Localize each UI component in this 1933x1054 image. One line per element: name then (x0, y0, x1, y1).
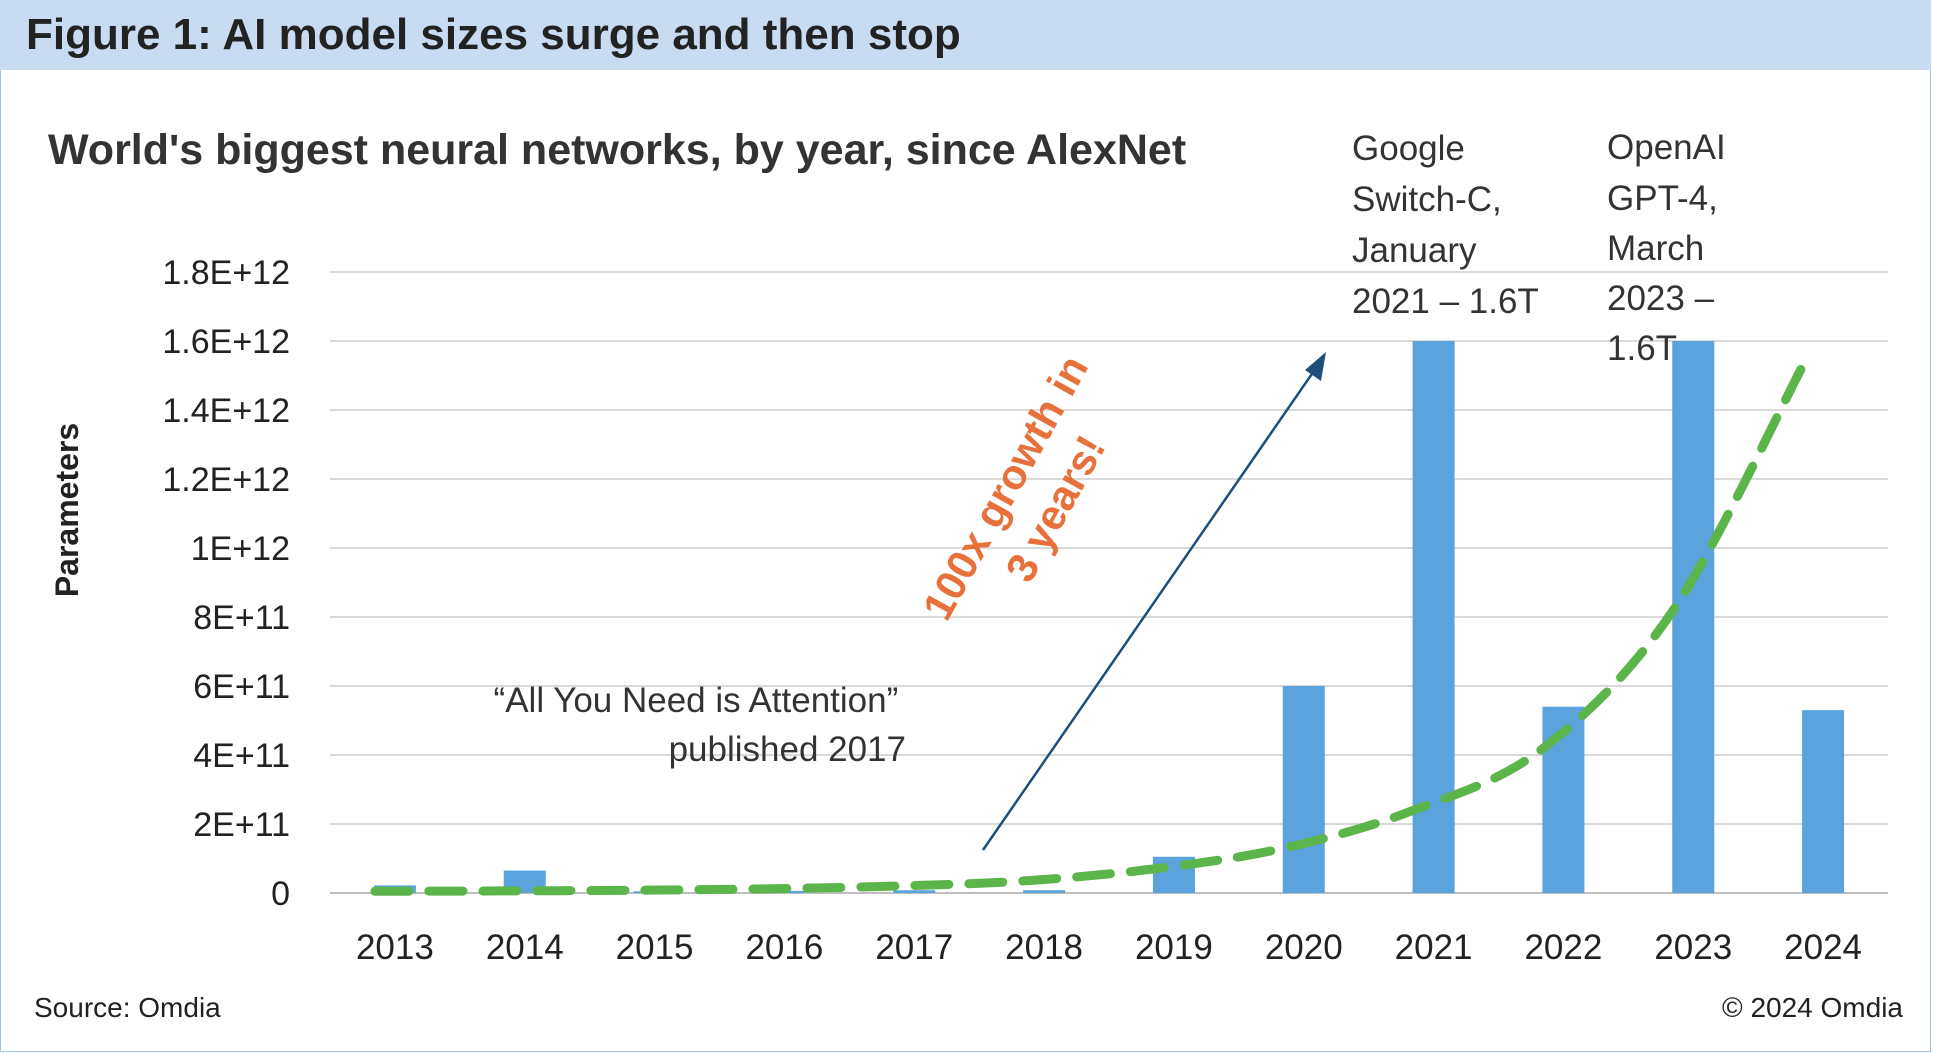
x-tick-label: 2023 (1654, 928, 1732, 967)
x-tick-label: 2015 (616, 928, 694, 967)
copyright-note: © 2024 Omdia (1722, 992, 1903, 1023)
y-tick-label: 0 (271, 875, 290, 913)
arrow-shaft (981, 367, 1318, 851)
y-tick-label: 1.8E+12 (162, 254, 290, 292)
x-tick-label: 2019 (1135, 928, 1213, 967)
bar (1023, 890, 1066, 893)
y-tick-label: 2E+11 (193, 806, 290, 844)
x-tick-label: 2013 (356, 928, 434, 967)
attention-annotation: “All You Need is Attention” published 20… (494, 681, 908, 769)
switch-c-line-1: Google (1352, 129, 1465, 168)
bar (1282, 686, 1325, 893)
gpt4-annotation: OpenAI GPT-4, March 2023 – 1.6T (1607, 128, 1735, 368)
gpt4-line-3: March (1607, 229, 1704, 268)
x-tick-label: 2022 (1524, 928, 1602, 967)
chart-title: World's biggest neural networks, by year… (48, 126, 1186, 174)
switch-c-line-4: 2021 – 1.6T (1352, 282, 1539, 321)
bar (1672, 341, 1715, 893)
y-tick-label: 1E+12 (191, 530, 290, 568)
arrow-head (1305, 352, 1326, 381)
trend-line (370, 360, 1808, 896)
x-tick-label: 2024 (1784, 928, 1862, 967)
x-tick-label: 2018 (1005, 928, 1083, 967)
x-tick-label: 2017 (875, 928, 953, 967)
figure-title: Figure 1: AI model sizes surge and then … (26, 10, 961, 59)
source-note: Source: Omdia (34, 992, 221, 1023)
y-tick-label: 6E+11 (193, 668, 290, 706)
x-tick-label: 2016 (745, 928, 823, 967)
y-tick-label: 1.4E+12 (162, 392, 290, 430)
attention-line-2: published 2017 (669, 730, 906, 769)
y-axis-label: Parameters (49, 423, 85, 597)
bar (893, 890, 936, 893)
y-tick-label: 8E+11 (193, 599, 290, 637)
switch-c-line-3: January (1352, 231, 1477, 270)
x-tick-label: 2020 (1265, 928, 1343, 967)
gpt4-line-2: GPT-4, (1607, 179, 1718, 218)
bar (1802, 710, 1845, 893)
attention-line-1: “All You Need is Attention” (494, 681, 899, 720)
y-tick-label: 1.6E+12 (162, 323, 290, 361)
gridlines (330, 271, 1888, 894)
x-tick-label: 2014 (486, 928, 564, 967)
growth-arrow (981, 352, 1326, 851)
y-axis-ticks: 0 2E+11 4E+11 6E+11 8E+11 1E+12 1.2E+12 1.4E+12… (162, 254, 290, 913)
y-tick-label: 1.2E+12 (162, 461, 290, 499)
gpt4-line-1: OpenAI (1607, 128, 1726, 167)
switch-c-annotation: Google Switch-C, January 2021 – 1.6T (1352, 129, 1539, 321)
x-axis-ticks: 2013 2014 2015 2016 2017 2018 2019 2020 2021 2022… (356, 928, 1862, 967)
gpt4-line-5: 1.6T (1607, 329, 1677, 368)
figure-header: Figure 1: AI model sizes surge and then … (0, 0, 1931, 70)
gpt4-line-4: 2023 – (1607, 279, 1715, 318)
switch-c-line-2: Switch-C, (1352, 180, 1502, 219)
x-tick-label: 2021 (1395, 928, 1473, 967)
y-tick-label: 4E+11 (193, 737, 290, 775)
growth-annotation: 100x growth in 3 years! (913, 337, 1150, 653)
